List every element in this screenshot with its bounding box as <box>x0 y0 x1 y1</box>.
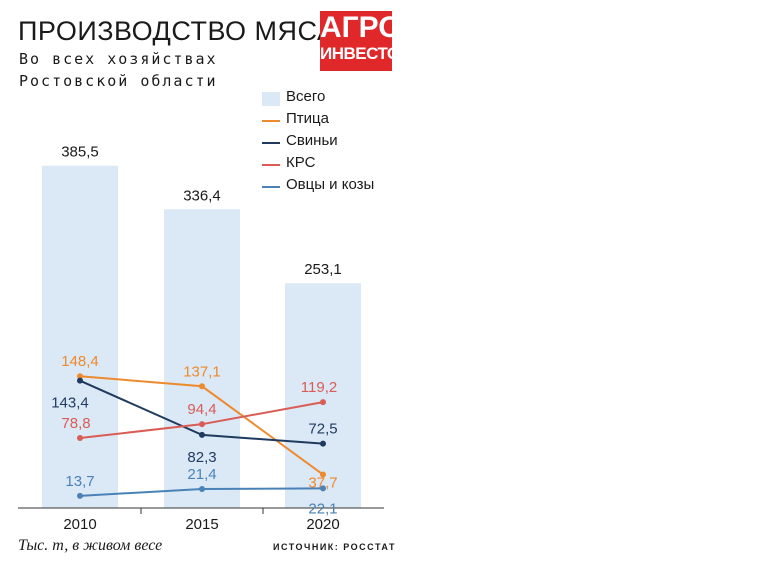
point-cattle-2015 <box>199 421 205 428</box>
agroinvestor-logo: АГРО ИНВЕСТОР <box>320 11 411 71</box>
point-sheep-2015 <box>199 485 205 492</box>
chart-subtitle-line1: Во всех хозяйствах <box>19 50 218 68</box>
line-cattle <box>79 401 324 440</box>
data-label-pigs-2020: 72,5 <box>308 421 337 438</box>
point-pigs-2015 <box>199 431 205 438</box>
legend-label-total: Всего <box>286 88 326 105</box>
line-sheep <box>79 487 324 497</box>
bar-total-2015 <box>164 209 240 508</box>
legend-label-pigs: Свиньи <box>286 132 338 149</box>
point-poultry-2010 <box>77 373 83 380</box>
x-tick-label-2020: 2020 <box>306 516 339 533</box>
bar-value-label-2010: 385,5 <box>61 144 99 161</box>
data-label-cattle-2015: 94,4 <box>187 401 216 418</box>
point-pigs-2020 <box>320 440 326 447</box>
logo-line1: АГРО <box>320 11 402 44</box>
line-pigs <box>79 379 324 445</box>
data-label-cattle-2010: 78,8 <box>61 415 90 432</box>
data-label-poultry-2015: 137,1 <box>183 363 221 380</box>
point-cattle-2020 <box>320 399 326 406</box>
point-sheep-2010 <box>77 492 83 499</box>
bar-total-2010 <box>42 165 118 508</box>
data-label-sheep-2015: 21,4 <box>187 466 216 483</box>
bar-value-label-2015: 336,4 <box>183 187 221 204</box>
bar-value-label-2020: 253,1 <box>304 261 342 278</box>
point-cattle-2010 <box>77 435 83 442</box>
units-note: Тыс. т, в живом весе <box>18 537 163 554</box>
legend-line-cattle <box>262 164 280 166</box>
legend-swatch-total <box>262 92 280 106</box>
data-label-sheep-2010: 13,7 <box>65 473 94 490</box>
chart-subtitle-line2: Ростовской области <box>19 72 218 90</box>
logo-line2: ИНВЕСТОР <box>320 44 411 63</box>
point-poultry-2015 <box>199 383 205 390</box>
data-label-pigs-2015: 82,3 <box>187 449 216 466</box>
legend-label-poultry: Птица <box>286 110 329 127</box>
legend-label-cattle: КРС <box>286 154 316 171</box>
source-note: ИСТОЧНИК: РОССТАТ <box>273 542 396 552</box>
legend-line-poultry <box>262 120 280 122</box>
legend-label-sheep: Овцы и козы <box>286 176 375 193</box>
point-poultry-2020 <box>320 471 326 478</box>
bar-total-2020 <box>285 283 361 508</box>
x-tick-label-2015: 2015 <box>185 516 218 533</box>
x-tick-label-2010: 2010 <box>63 516 96 533</box>
legend-line-sheep <box>262 186 280 188</box>
data-label-poultry-2020: 37,7 <box>308 475 337 492</box>
point-sheep-2020 <box>320 485 326 492</box>
chart-title: ПРОИЗВОДСТВО МЯСА <box>18 16 336 46</box>
point-pigs-2010 <box>77 377 83 384</box>
line-poultry <box>79 375 324 476</box>
data-label-poultry-2010: 148,4 <box>61 353 99 370</box>
legend-line-pigs <box>262 142 280 144</box>
data-label-pigs-2010: 143,4 <box>51 395 89 412</box>
data-label-sheep-2020: 22,1 <box>308 500 337 517</box>
data-label-cattle-2020: 119,2 <box>301 379 337 396</box>
